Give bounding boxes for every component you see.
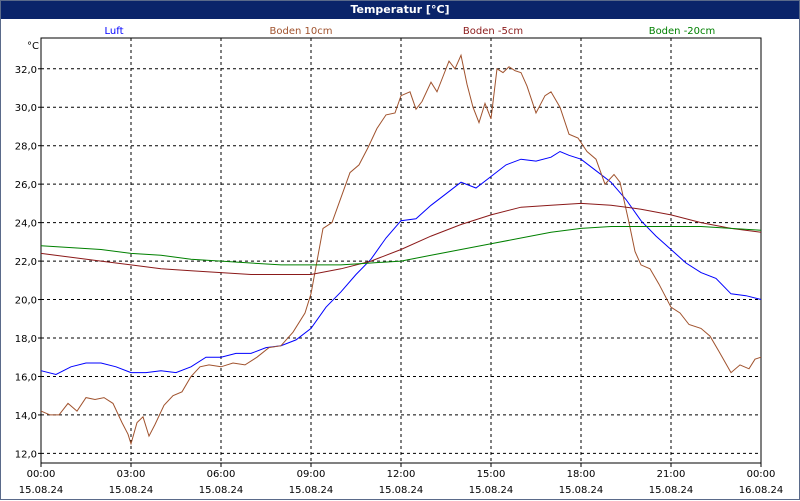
y-tick-label-4: 24,0	[15, 219, 37, 230]
x-tick-date-8: 16.08.24	[739, 485, 784, 496]
series-line-1	[40, 53, 762, 446]
y-tick-label-0: 32,0	[15, 65, 37, 76]
y-tick-label-5: 22,0	[15, 257, 37, 268]
y-tick-label-1: 30,0	[15, 103, 37, 114]
y-tick-label-8: 16,0	[15, 372, 37, 383]
y-tick-label-10: 12,0	[15, 449, 37, 460]
legend-item-1: Boden 10cm	[270, 26, 333, 37]
x-tick-time-3: 09:00	[297, 469, 326, 480]
series-line-3	[40, 226, 762, 266]
y-axis-unit: °C	[27, 41, 39, 52]
x-tick-date-3: 15.08.24	[289, 485, 334, 496]
x-tick-time-4: 12:00	[387, 469, 416, 480]
series-line-0	[40, 150, 762, 376]
x-tick-date-4: 15.08.24	[379, 485, 424, 496]
x-tick-date-1: 15.08.24	[109, 485, 154, 496]
x-axis-ticks: 00:00 15.08.24 03:00 15.08.24 06:00 15.08.24 0…	[19, 463, 784, 496]
series-line-2	[40, 202, 762, 275]
x-tick-time-7: 21:00	[657, 469, 686, 480]
chart-grid	[41, 38, 761, 463]
x-tick-time-5: 15:00	[477, 469, 506, 480]
x-tick-date-6: 15.08.24	[559, 485, 604, 496]
y-tick-label-2: 28,0	[15, 142, 37, 153]
legend: Luft Boden 10cm Boden -5cm Boden -20cm	[105, 26, 716, 37]
y-tick-label-3: 26,0	[15, 180, 37, 191]
y-tick-label-6: 20,0	[15, 296, 37, 307]
x-tick-time-1: 03:00	[117, 469, 146, 480]
y-tick-label-9: 14,0	[15, 411, 37, 422]
y-tick-label-7: 18,0	[15, 334, 37, 345]
x-tick-time-2: 06:00	[207, 469, 236, 480]
x-tick-date-5: 15.08.24	[469, 485, 514, 496]
x-tick-date-0: 15.08.24	[19, 485, 64, 496]
x-tick-date-2: 15.08.24	[199, 485, 244, 496]
y-axis-ticks: 32,0 30,0 28,0 26,0 24,0 22,0 20,0 18,0 16,0 14,0…	[15, 65, 41, 460]
legend-item-2: Boden -5cm	[463, 26, 523, 37]
x-tick-time-8: 00:00	[747, 469, 776, 480]
legend-item-3: Boden -20cm	[649, 26, 716, 37]
legend-item-0: Luft	[105, 26, 124, 37]
x-tick-date-7: 15.08.24	[649, 485, 694, 496]
series-lines	[40, 53, 762, 446]
x-tick-time-0: 00:00	[27, 469, 56, 480]
window-title: Temperatur [°C]	[1, 1, 799, 19]
x-tick-time-6: 18:00	[567, 469, 596, 480]
